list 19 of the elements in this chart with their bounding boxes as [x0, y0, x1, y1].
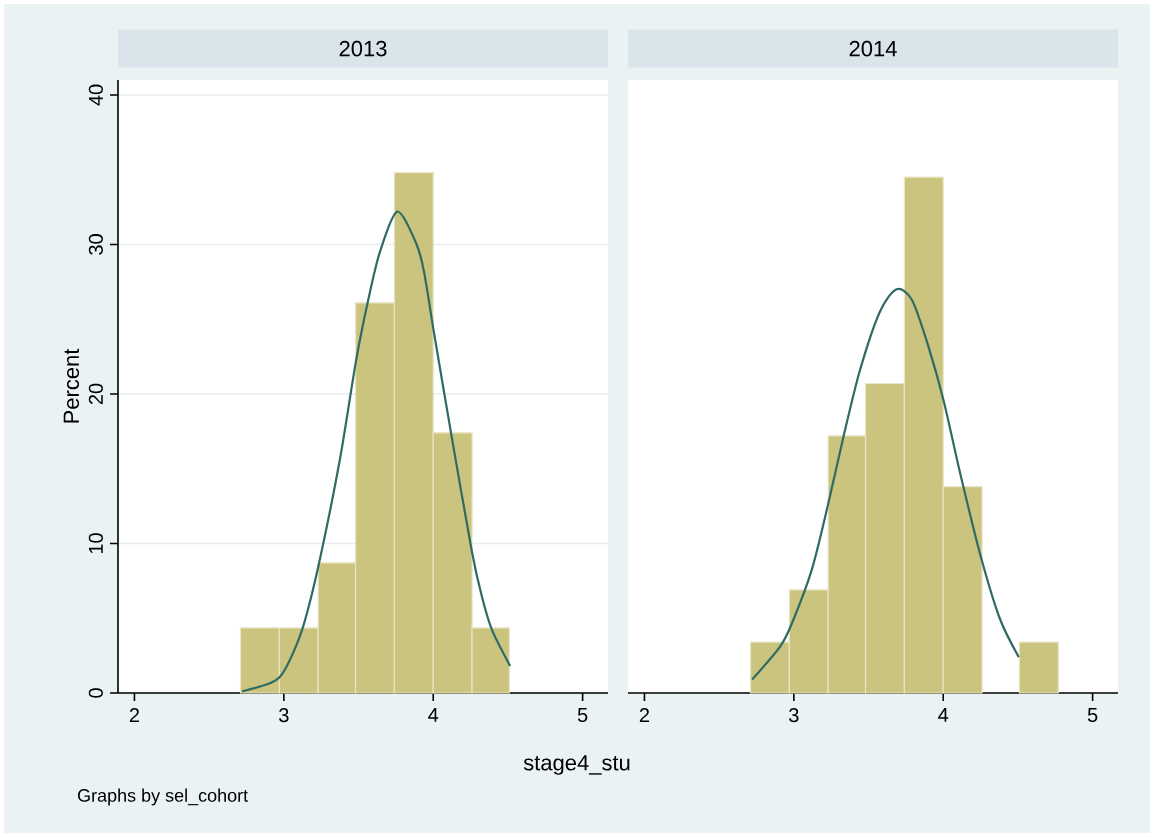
x-tick-label: 5: [577, 708, 588, 723]
x-tick-label: 5: [1087, 708, 1098, 723]
y-tick-label: 30: [88, 234, 103, 255]
x-tick-label: 2: [639, 708, 650, 723]
y-axis-title: Percent: [63, 348, 80, 423]
line-series: [240, 210, 512, 693]
y-tick-label: 0: [88, 688, 103, 698]
text: Graphs by sel_cohort: [77, 788, 248, 806]
y-tick-label: 20: [88, 383, 103, 405]
chart-title: 2014: [849, 40, 897, 57]
y-tick-label: 10: [88, 533, 103, 554]
y-tick-label: 40: [88, 84, 103, 106]
x-tick-label: 3: [789, 708, 799, 723]
x-tick-label: 2: [129, 708, 140, 723]
x-tick-label: 4: [938, 708, 949, 722]
x-tick-label: 4: [428, 708, 439, 722]
chart-title: 2013: [339, 40, 387, 57]
x-tick-label: 3: [279, 708, 289, 723]
x-axis-title: stage4_stu: [523, 755, 630, 775]
